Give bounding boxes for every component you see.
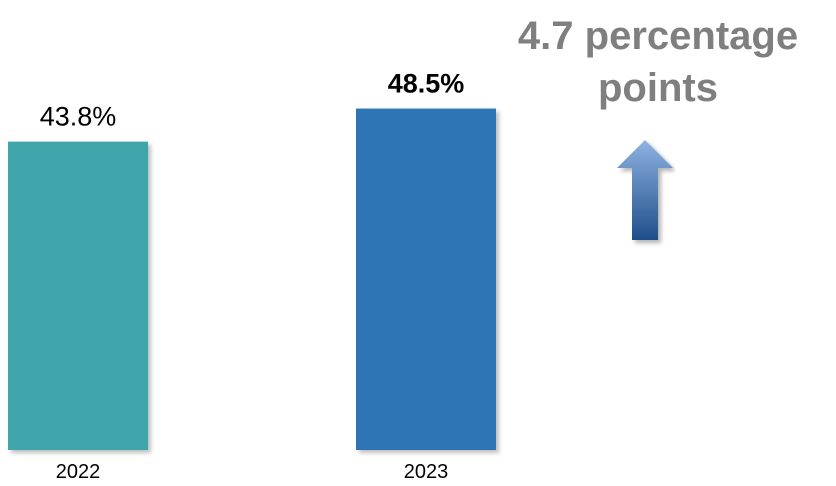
bars-layer [8,108,496,450]
data-label-2023: 48.5% [388,69,465,99]
change-annotation: 4.7 percentage points [517,14,799,110]
x-tick-label-2023: 2023 [404,461,449,483]
bar-2022 [8,141,148,450]
bar-2023 [356,108,496,450]
labels-layer: 43.8% 2022 48.5% 2023 [40,69,465,483]
x-tick-label-2022: 2022 [56,461,101,483]
up-arrow-icon [615,138,675,248]
data-label-2022: 43.8% [40,102,117,132]
